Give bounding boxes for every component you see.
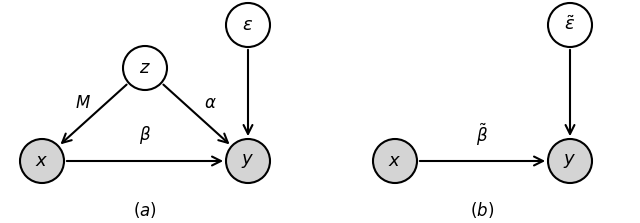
- Text: $\varepsilon$: $\varepsilon$: [243, 16, 253, 34]
- Circle shape: [226, 3, 270, 47]
- Text: $z$: $z$: [139, 59, 151, 77]
- Text: $(b)$: $(b)$: [470, 200, 494, 220]
- Text: $\tilde{\beta}$: $\tilde{\beta}$: [476, 122, 488, 148]
- Text: $x$: $x$: [35, 152, 49, 170]
- Text: $\alpha$: $\alpha$: [204, 95, 216, 112]
- Text: $x$: $x$: [388, 152, 402, 170]
- Text: $y$: $y$: [563, 152, 577, 170]
- Circle shape: [226, 139, 270, 183]
- Circle shape: [548, 3, 592, 47]
- Circle shape: [373, 139, 417, 183]
- Circle shape: [20, 139, 64, 183]
- Text: $\tilde{\varepsilon}$: $\tilde{\varepsilon}$: [564, 16, 575, 34]
- Text: $M$: $M$: [75, 95, 91, 112]
- Circle shape: [123, 46, 167, 90]
- Text: $y$: $y$: [241, 152, 255, 170]
- Text: $(a)$: $(a)$: [133, 200, 157, 220]
- Circle shape: [548, 139, 592, 183]
- Text: $\beta$: $\beta$: [139, 124, 151, 146]
